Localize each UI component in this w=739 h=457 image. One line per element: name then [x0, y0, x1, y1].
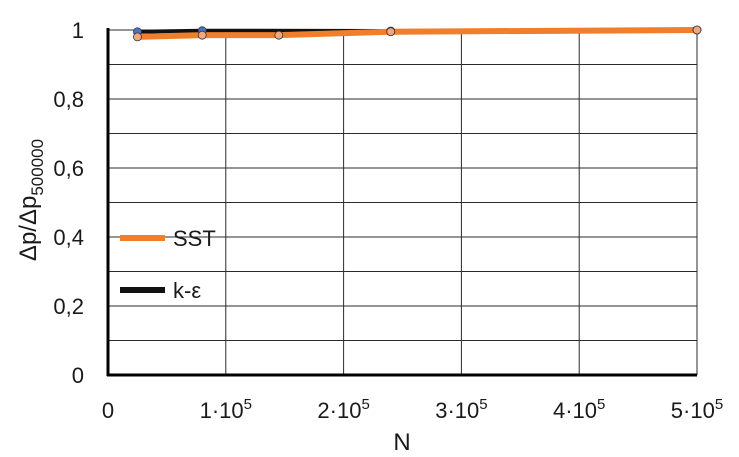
- grid: [108, 29, 698, 375]
- x-tick-base-0: 0: [102, 398, 114, 423]
- x-tick-label-0: 0: [102, 398, 114, 423]
- x-tick-label-2: 2·105: [317, 396, 369, 423]
- y-tick-label-3: 0,6: [53, 156, 84, 181]
- y-axis-label-subscript: 500000: [28, 139, 47, 196]
- tick-labels: 00,20,40,60,810 1·105 2·105 3·105 4·105 5·105: [53, 18, 723, 423]
- y-tick-label-4: 0,8: [53, 87, 84, 112]
- legend-label-sst: SST: [173, 226, 216, 251]
- x-tick-base-2: 2·10: [317, 398, 361, 423]
- x-tick-exponent-3: 5: [479, 396, 487, 413]
- y-axis-label-main: Δp/Δp: [15, 196, 42, 261]
- axes: [106, 28, 697, 377]
- legend: SST k-ε: [120, 226, 216, 303]
- x-tick-label-4: 4·105: [553, 396, 605, 423]
- series-0-point-0: [133, 32, 142, 42]
- y-tick-label-0: 0: [72, 363, 84, 388]
- x-tick-exponent-1: 5: [244, 396, 252, 413]
- series-0-point-2: [274, 30, 284, 40]
- x-tick-base-4: 4·10: [553, 398, 597, 423]
- x-tick-label-5: 5·105: [671, 396, 723, 423]
- series-0-point-1: [197, 30, 207, 40]
- x-tick-exponent-2: 5: [361, 396, 369, 413]
- y-tick-label-2: 0,4: [53, 225, 84, 250]
- series-0-point-3: [386, 27, 396, 37]
- y-tick-label-5: 1: [72, 18, 84, 43]
- x-tick-base-5: 5·10: [671, 398, 715, 423]
- y-axis-label-group: Δp/Δp500000: [15, 139, 47, 261]
- series-0-point-4: [692, 25, 702, 35]
- series-layer: [133, 25, 702, 42]
- x-tick-label-1: 1·105: [200, 396, 252, 423]
- x-axis-label: N: [393, 429, 410, 456]
- x-tick-base-1: 1·10: [200, 398, 244, 423]
- y-axis-label: Δp/Δp500000: [15, 139, 47, 261]
- x-tick-base-3: 3·10: [435, 398, 479, 423]
- y-tick-label-1: 0,2: [53, 294, 84, 319]
- x-tick-exponent-5: 5: [715, 396, 723, 413]
- legend-label-k-epsilon: k-ε: [173, 278, 201, 303]
- x-tick-label-3: 3·105: [435, 396, 487, 423]
- x-tick-exponent-4: 5: [597, 396, 605, 413]
